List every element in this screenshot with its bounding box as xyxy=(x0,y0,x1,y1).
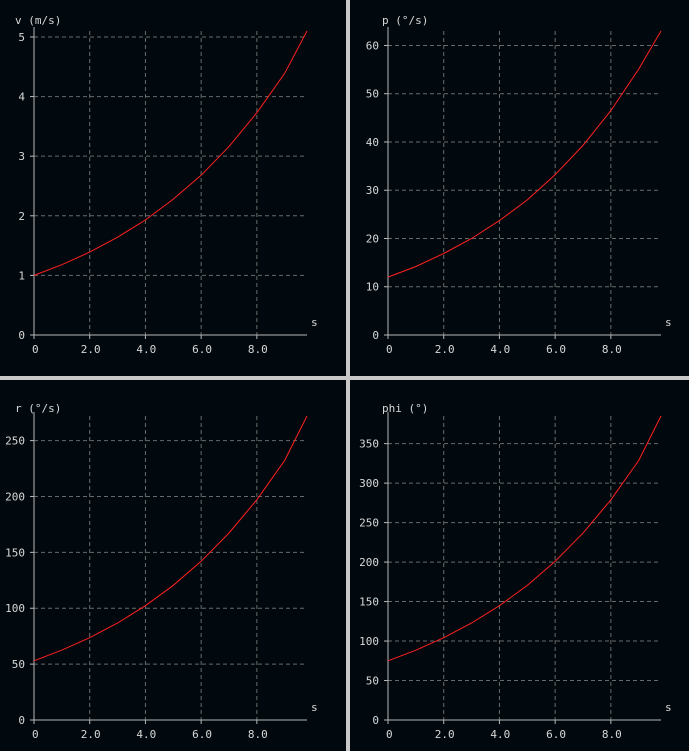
x-tick-label: 6.0 xyxy=(546,343,566,356)
x-tick-label: 2.0 xyxy=(435,343,455,356)
x-tick-label: 6.0 xyxy=(192,728,212,741)
y-tick-label: 0 xyxy=(372,329,379,342)
y-tick-label: 1 xyxy=(18,269,25,282)
x-tick-label: 0 xyxy=(32,728,39,741)
x-tick-label: 4.0 xyxy=(490,343,510,356)
y-tick-label: 0 xyxy=(18,329,25,342)
x-tick-label: 6.0 xyxy=(546,728,566,741)
x-tick-label: 0 xyxy=(386,728,393,741)
y-axis-label: v (m/s) xyxy=(15,14,62,27)
x-tick-label: 2.0 xyxy=(81,343,101,356)
y-tick-label: 50 xyxy=(12,658,25,671)
series-line xyxy=(387,30,662,278)
y-tick-label: 50 xyxy=(366,88,379,101)
y-axis-label: phi (°) xyxy=(382,402,429,415)
y-tick-label: 300 xyxy=(359,477,379,490)
x-tick-label: 8.0 xyxy=(248,343,268,356)
y-tick-label: 3 xyxy=(18,150,25,163)
x-axis-label: s xyxy=(665,701,672,714)
y-axis-label: p (°/s) xyxy=(382,14,429,27)
y-tick-label: 0 xyxy=(18,714,25,727)
series-line xyxy=(33,415,308,662)
y-tick-label: 20 xyxy=(366,232,379,245)
y-tick-label: 0 xyxy=(372,714,379,727)
y-tick-label: 250 xyxy=(359,517,379,530)
chart-svg: 0 2.0 4.0 6.0 8.0 0 1 2 3 4 5 s xyxy=(18,27,318,356)
chart-svg: 0 2.0 4.0 6.0 8.0 0 10 20 30 40 50 60 s xyxy=(366,27,672,356)
y-tick-label: 100 xyxy=(359,635,379,648)
x-tick-label: 8.0 xyxy=(248,728,268,741)
chart-panel-phi: phi (°) 0 2.0 4.0 6.0 8.0 0 50 100 150 200 250 300 3… xyxy=(350,380,689,751)
y-tick-label: 30 xyxy=(366,184,379,197)
y-tick-label: 4 xyxy=(18,91,25,104)
x-tick-label: 8.0 xyxy=(602,343,622,356)
y-tick-label: 350 xyxy=(359,438,379,451)
x-axis-label: s xyxy=(665,316,672,329)
y-tick-label: 150 xyxy=(359,596,379,609)
series-line xyxy=(387,415,662,662)
y-tick-label: 50 xyxy=(366,675,379,688)
y-tick-label: 200 xyxy=(359,556,379,569)
series-line xyxy=(33,30,308,276)
x-tick-label: 0 xyxy=(386,343,393,356)
x-axis-label: s xyxy=(311,701,318,714)
y-tick-label: 10 xyxy=(366,281,379,294)
x-tick-label: 4.0 xyxy=(490,728,510,741)
y-tick-label: 5 xyxy=(18,31,25,44)
x-tick-label: 4.0 xyxy=(136,728,156,741)
y-tick-label: 40 xyxy=(366,136,379,149)
chart-svg: 0 2.0 4.0 6.0 8.0 0 50 100 150 200 250 300 350 s xyxy=(359,412,672,741)
chart-panel-r: r (°/s) 0 2.0 4.0 6.0 8.0 0 50 100 150 200 250 s xyxy=(0,380,346,751)
y-tick-label: 60 xyxy=(366,39,379,52)
x-tick-label: 6.0 xyxy=(192,343,212,356)
x-tick-label: 8.0 xyxy=(602,728,622,741)
x-tick-label: 2.0 xyxy=(435,728,455,741)
x-tick-label: 4.0 xyxy=(136,343,156,356)
chart-panel-p: p (°/s) 0 2.0 4.0 6.0 8.0 0 10 20 30 40 50 60 s xyxy=(350,0,689,376)
y-tick-label: 200 xyxy=(5,490,25,503)
chart-panel-v: v (m/s) 0 2.0 4.0 6.0 8.0 0 1 2 3 4 5 s xyxy=(0,0,346,376)
x-axis-label: s xyxy=(311,316,318,329)
y-axis-label: r (°/s) xyxy=(15,402,62,415)
x-tick-label: 0 xyxy=(32,343,39,356)
y-tick-label: 250 xyxy=(5,435,25,448)
chart-svg: 0 2.0 4.0 6.0 8.0 0 50 100 150 200 250 s xyxy=(5,412,318,741)
y-tick-label: 2 xyxy=(18,210,25,223)
x-tick-label: 2.0 xyxy=(81,728,101,741)
y-tick-label: 150 xyxy=(5,546,25,559)
y-tick-label: 100 xyxy=(5,602,25,615)
